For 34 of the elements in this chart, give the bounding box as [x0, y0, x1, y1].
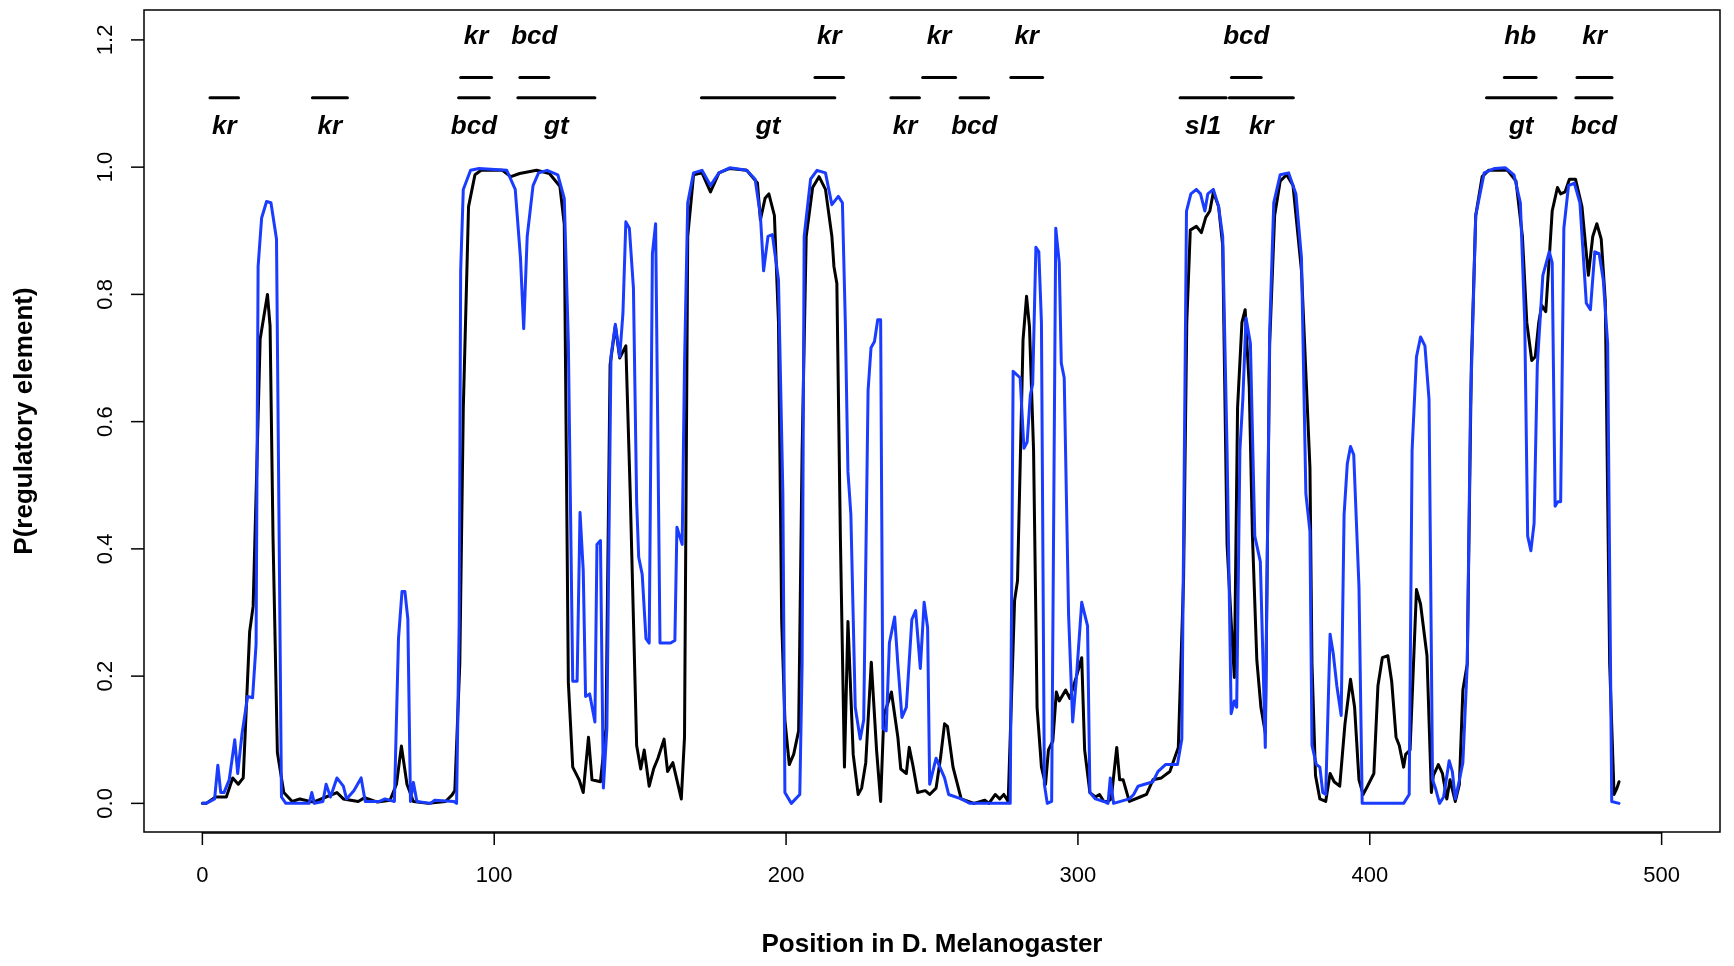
x-tick-label: 0 [196, 862, 209, 887]
y-axis-title: P(regulatory element) [8, 287, 38, 555]
series-label: kr [463, 19, 491, 50]
x-tick-label: 300 [1059, 862, 1097, 887]
x-tick-label: 200 [767, 862, 805, 887]
y-tick-label: 0.6 [92, 406, 117, 437]
series-label: bcd [450, 109, 499, 140]
series-label: gt [754, 109, 782, 140]
series-label: kr [317, 109, 345, 140]
series-label: kr [892, 109, 920, 140]
series-label: kr [1014, 19, 1041, 50]
x-tick-label: 400 [1351, 862, 1389, 887]
y-tick-label: 1.0 [92, 151, 117, 183]
x-tick-label: 100 [475, 862, 513, 887]
y-tick-label: 1.2 [92, 24, 117, 56]
series-label: bcd [951, 109, 999, 140]
series-label: kr [926, 19, 954, 50]
series-label: hb [1504, 19, 1537, 50]
series-label: kr [211, 109, 239, 140]
x-tick-label: 500 [1643, 862, 1680, 887]
y-tick-label: 0.2 [92, 660, 117, 692]
series-label: bcd [511, 19, 559, 50]
y-tick-label: 0.4 [92, 533, 117, 565]
y-tick-label: 0.8 [92, 279, 117, 310]
series-label: kr [1249, 109, 1276, 140]
series-label: gt [1507, 109, 1535, 140]
y-tick-label: 0.0 [92, 788, 117, 819]
x-axis-title: Position in D. Melanogaster [761, 928, 1103, 958]
series-label: kr [816, 19, 844, 50]
series-label: bcd [1223, 19, 1271, 50]
series-label: sl1 [1185, 109, 1222, 140]
series-label: kr [1582, 19, 1609, 50]
series-label: bcd [1570, 109, 1619, 140]
series-label: gt [543, 109, 570, 140]
